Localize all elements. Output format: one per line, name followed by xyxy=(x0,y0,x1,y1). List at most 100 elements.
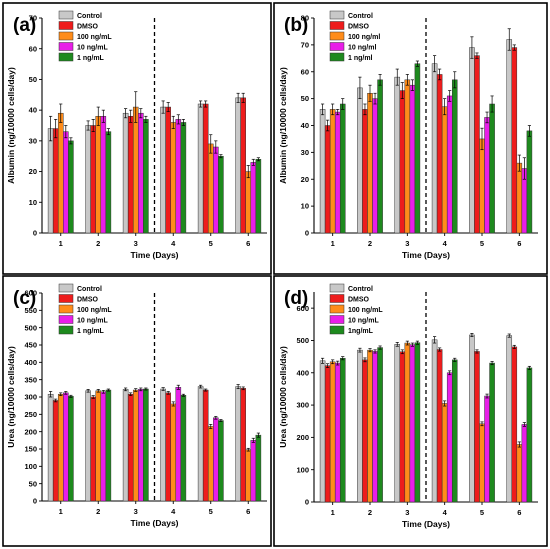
legend-label: Control xyxy=(77,286,102,293)
bar xyxy=(255,159,262,234)
bar xyxy=(489,362,495,503)
y-tick-label: 30 xyxy=(301,148,309,157)
bar xyxy=(521,424,528,503)
bar xyxy=(85,125,91,234)
legend-swatch xyxy=(58,315,74,324)
x-tick-label: 3 xyxy=(134,239,138,248)
bar xyxy=(175,119,182,234)
x-tick-label: 4 xyxy=(443,239,448,248)
bar xyxy=(235,97,241,234)
bar xyxy=(68,396,74,502)
bar xyxy=(165,106,171,234)
bar xyxy=(469,334,475,503)
bar xyxy=(213,417,219,502)
bar xyxy=(324,365,331,503)
bar xyxy=(165,392,171,502)
x-tick-label: 5 xyxy=(209,239,213,248)
bar xyxy=(52,128,59,234)
y-tick-label: 10 xyxy=(29,198,37,207)
bar xyxy=(255,434,262,502)
y-tick-label: 600 xyxy=(296,304,309,313)
bar xyxy=(339,357,346,503)
bar xyxy=(57,112,64,234)
bar xyxy=(399,351,406,503)
legend-label: 100 ng/ml xyxy=(348,34,380,41)
bar xyxy=(431,339,438,503)
bar xyxy=(479,138,485,234)
x-tick-label: 2 xyxy=(368,239,372,248)
bar xyxy=(202,103,209,234)
bar xyxy=(100,391,107,502)
x-axis-title: Time (Days) xyxy=(402,519,450,529)
legend-swatch xyxy=(329,10,345,20)
bar xyxy=(409,84,416,234)
x-axis-title: Time (Days) xyxy=(130,250,178,260)
y-tick-label: 550 xyxy=(24,306,37,315)
y-tick-label: 20 xyxy=(29,167,37,176)
bar xyxy=(170,403,177,502)
bar xyxy=(218,155,224,234)
y-tick-label: 300 xyxy=(24,393,37,402)
legend-label: 100 ng/mL xyxy=(77,34,112,41)
bar xyxy=(436,74,443,234)
legend-label: DMSO xyxy=(348,24,370,31)
bar xyxy=(367,349,373,503)
bar xyxy=(160,106,166,234)
bar xyxy=(122,389,129,502)
y-tick-label: 500 xyxy=(24,323,37,332)
legend-swatch xyxy=(329,21,345,30)
bar xyxy=(484,395,490,503)
bar xyxy=(431,63,438,234)
bar xyxy=(511,47,518,234)
x-tick-label: 6 xyxy=(517,508,521,517)
bar xyxy=(362,359,368,503)
x-tick-label: 4 xyxy=(171,239,176,248)
bar xyxy=(394,76,401,234)
x-tick-label: 3 xyxy=(405,508,409,517)
bar xyxy=(68,140,74,234)
x-tick-label: 1 xyxy=(331,508,335,517)
x-tick-label: 4 xyxy=(443,508,448,517)
y-tick-label: 100 xyxy=(24,462,37,471)
legend-label: DMSO xyxy=(77,297,99,304)
x-tick-label: 1 xyxy=(59,239,63,248)
bar xyxy=(105,131,112,234)
y-tick-label: 70 xyxy=(301,40,309,49)
legend-swatch xyxy=(58,31,74,41)
bar xyxy=(143,388,149,502)
bar xyxy=(132,106,139,234)
chart-panel-2: 0 10 20 30 40 50 60 70 80 1 2 3 4 5 6 Time (Days) Albumi… xyxy=(273,2,548,275)
bar xyxy=(197,103,204,234)
x-tick-label: 3 xyxy=(134,507,138,516)
legend-swatch xyxy=(329,42,345,51)
legend-swatch xyxy=(58,283,74,293)
legend-swatch xyxy=(58,294,74,303)
bar xyxy=(132,389,139,502)
bar xyxy=(404,342,411,503)
bar xyxy=(63,392,69,502)
legend-swatch xyxy=(329,283,345,293)
bar xyxy=(95,116,102,234)
legend-swatch xyxy=(58,42,74,51)
x-tick-label: 1 xyxy=(59,507,63,516)
y-tick-label: 400 xyxy=(296,368,309,377)
panel-label: (a) xyxy=(13,15,36,36)
panel-border xyxy=(273,2,548,275)
bar xyxy=(414,342,421,503)
bar xyxy=(506,39,513,234)
panel-label: (b) xyxy=(284,15,308,36)
bar xyxy=(138,389,144,502)
legend-label: Control xyxy=(348,13,373,20)
bar xyxy=(170,122,177,234)
bar xyxy=(357,349,363,503)
bar xyxy=(334,111,341,234)
x-tick-label: 1 xyxy=(331,239,335,248)
bar xyxy=(240,97,246,234)
x-tick-label: 6 xyxy=(246,507,250,516)
panel-label: (c) xyxy=(13,288,36,309)
y-tick-label: 20 xyxy=(301,175,309,184)
panel-border xyxy=(2,2,272,275)
y-tick-label: 400 xyxy=(24,358,37,367)
y-tick-label: 70 xyxy=(29,14,37,23)
bar xyxy=(329,109,336,234)
